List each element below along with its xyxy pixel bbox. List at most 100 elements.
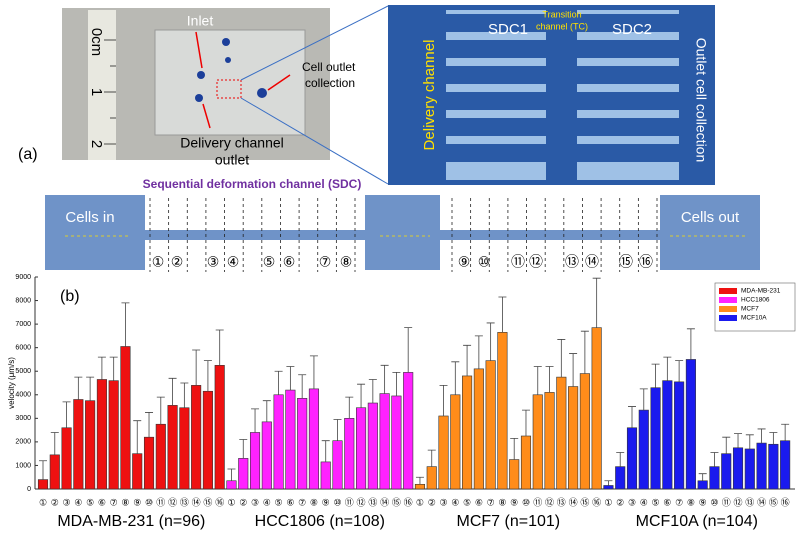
bar	[261, 421, 272, 490]
bar	[768, 443, 779, 490]
sdc1-label: SDC1	[488, 21, 528, 38]
y-tick-label: 9000	[15, 274, 31, 281]
bar	[709, 466, 720, 490]
bar	[473, 368, 484, 490]
panel-label: (b)	[60, 288, 80, 305]
error-bar	[769, 432, 778, 445]
x-tick-label: ⑬	[745, 497, 754, 507]
x-tick-label: ②	[51, 497, 59, 507]
x-tick-label: ⑬	[180, 497, 189, 507]
bar	[367, 402, 378, 490]
x-tick-label: ⑩	[333, 497, 341, 507]
x-tick-label: ⑬	[557, 497, 566, 507]
error-bar	[451, 361, 460, 395]
bar	[108, 380, 119, 490]
delivery-label: Delivery channel	[180, 135, 284, 151]
error-bar	[286, 366, 295, 391]
bar	[615, 466, 626, 490]
x-tick-label: ⑯	[215, 497, 224, 507]
bar	[568, 386, 579, 490]
schematic-dividers	[149, 198, 658, 272]
bar	[414, 483, 426, 490]
x-tick-label: ⑧	[310, 497, 318, 507]
position-label: ⑪	[511, 254, 525, 270]
bar	[179, 407, 190, 490]
bar	[167, 405, 178, 490]
legend-swatch	[719, 306, 737, 312]
bar	[249, 432, 261, 490]
bar	[96, 379, 107, 490]
bar	[685, 359, 696, 490]
x-tick-label: ③	[628, 497, 636, 507]
bar	[485, 360, 496, 490]
error-bar	[439, 384, 448, 416]
group-label: HCC1806 (n=108)	[255, 513, 385, 530]
error-bar	[74, 376, 83, 400]
error-bar	[745, 434, 754, 449]
error-bar	[251, 408, 260, 433]
legend-swatch	[719, 288, 737, 294]
y-axis-label: velocity (μm/s)	[7, 357, 16, 409]
position-label: ⑤	[263, 254, 276, 270]
x-tick-label: ③	[63, 497, 71, 507]
bar	[403, 372, 414, 490]
error-bar	[663, 356, 672, 381]
x-tick-label: ⑥	[475, 497, 483, 507]
bar	[756, 442, 767, 490]
x-tick-label: ⑤	[463, 497, 471, 507]
bar	[320, 461, 331, 490]
legend-label: MCF7	[741, 306, 759, 313]
error-bar	[97, 356, 106, 380]
bar	[37, 479, 49, 490]
x-tick-label: ④	[640, 497, 648, 507]
error-bar	[380, 364, 389, 394]
x-tick-label: ⑩	[145, 497, 153, 507]
sdc2-label: SDC2	[612, 21, 652, 38]
bar	[732, 447, 744, 490]
group-label: MDA-MB-231 (n=96)	[57, 513, 205, 530]
error-bar	[474, 335, 483, 369]
x-tick-label: ⑫	[168, 497, 177, 507]
bar	[191, 385, 202, 490]
x-tick-label: ②	[428, 497, 436, 507]
error-bar	[357, 383, 366, 408]
position-label: ⑯	[639, 254, 653, 270]
position-label: ⑬	[565, 254, 579, 270]
x-tick-label: ⑭	[757, 497, 766, 507]
x-tick-label: ①	[227, 497, 235, 507]
error-bar	[321, 440, 330, 462]
bar	[120, 346, 131, 490]
error-bar	[639, 388, 648, 411]
error-bar	[203, 360, 212, 392]
zoom-lines	[240, 5, 389, 185]
bar	[697, 480, 708, 490]
cells-in-label: Cells in	[65, 209, 114, 226]
error-bar	[192, 349, 201, 386]
position-label: ⑫	[529, 254, 543, 270]
error-bar	[109, 356, 118, 381]
bar	[49, 454, 60, 490]
bar	[285, 389, 296, 490]
error-bar	[215, 329, 224, 366]
x-tick-label: ⑫	[734, 497, 743, 507]
error-bar	[121, 302, 130, 347]
bar	[674, 381, 685, 490]
x-tick-label: ⑪	[345, 497, 354, 507]
x-tick-label: ⑮	[769, 497, 778, 507]
error-bar	[333, 419, 342, 441]
bar	[308, 388, 319, 490]
error-bar	[392, 372, 401, 396]
y-tick-label: 6000	[15, 345, 31, 352]
error-bar	[274, 370, 283, 395]
bar	[721, 453, 732, 490]
bar	[662, 380, 673, 490]
bar	[297, 398, 308, 490]
x-tick-label: ⑨	[322, 497, 330, 507]
error-bar	[415, 476, 424, 485]
delivery-channel-label: Delivery channel	[421, 40, 438, 151]
x-tick-label: ③	[439, 497, 447, 507]
position-label: ⑨	[458, 254, 471, 270]
error-bar	[710, 452, 719, 467]
y-tick-label: 0	[27, 486, 31, 493]
bar	[356, 407, 367, 490]
